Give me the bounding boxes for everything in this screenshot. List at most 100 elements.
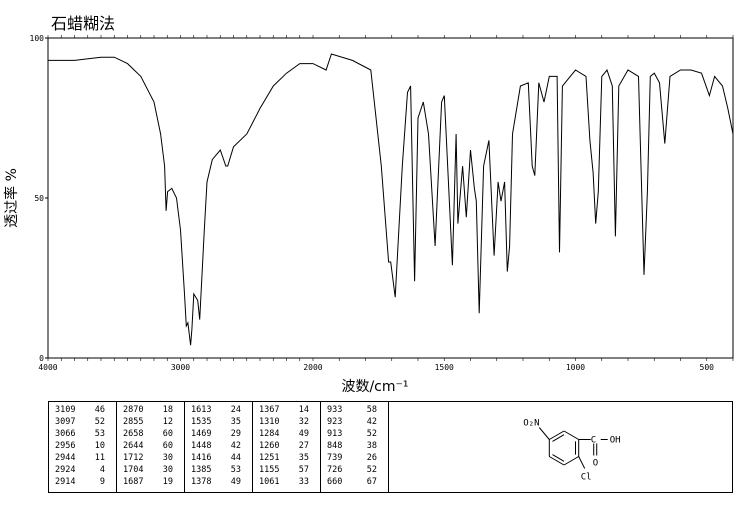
peak-transmittance: 49 <box>230 477 241 487</box>
peak-transmittance: 53 <box>230 465 241 475</box>
x-tick-label: 2000 <box>303 363 322 372</box>
peak-wavenumber: 1687 <box>123 477 144 487</box>
peak-column: 2870 18 2855 12 2658 60 2644 60 1712 30 1704 30 1687… <box>117 402 185 492</box>
peak-wavenumber: 2944 <box>55 453 76 463</box>
x-axis-ticks: 4000 3000 2000 1500 1000 500 <box>38 363 714 372</box>
peak-wavenumber: 2924 <box>55 465 76 475</box>
ring-bond <box>549 456 565 466</box>
peak-wavenumber: 660 <box>327 477 343 487</box>
x-tick-label: 1500 <box>435 363 454 372</box>
peak-wavenumber: 1251 <box>259 453 280 463</box>
carbonyl-oxygen-label: O <box>593 459 598 469</box>
peak-transmittance: 26 <box>366 453 377 463</box>
peak-transmittance: 35 <box>298 453 309 463</box>
peak-transmittance: 35 <box>230 417 241 427</box>
peak-wavenumber: 3066 <box>55 429 76 439</box>
spectrum-line <box>48 53 734 346</box>
peak-wavenumber: 1704 <box>123 465 144 475</box>
peak-wavenumber: 2956 <box>55 441 76 451</box>
peak-column: 1367 14 1310 32 1284 49 1260 27 1251 35 1155 57 1061… <box>253 402 321 492</box>
peak-transmittance: 33 <box>298 477 309 487</box>
peak-wavenumber: 933 <box>327 405 343 415</box>
peak-transmittance: 19 <box>162 477 173 487</box>
peak-transmittance: 18 <box>162 405 173 415</box>
peak-transmittance: 24 <box>230 405 241 415</box>
peak-wavenumber: 1469 <box>191 429 212 439</box>
peak-wavenumber: 1385 <box>191 465 212 475</box>
peak-transmittance: 42 <box>366 417 377 427</box>
peak-transmittance: 11 <box>94 453 105 463</box>
peak-transmittance: 27 <box>298 441 309 451</box>
peak-transmittance: 30 <box>162 453 173 463</box>
ring-bond <box>563 430 579 440</box>
peak-transmittance: 60 <box>162 429 173 439</box>
peak-wavenumber: 1284 <box>259 429 280 439</box>
peak-wavenumber: 1061 <box>259 477 280 487</box>
chloro-label: Cl <box>581 473 592 483</box>
chloro-bond <box>578 456 586 469</box>
peak-wavenumber: 739 <box>327 453 343 463</box>
y-axis-title: 透过率 % <box>3 168 20 228</box>
y-axis-ticks: 100 50 0 <box>30 34 48 363</box>
peak-transmittance: 42 <box>230 441 241 451</box>
peak-transmittance: 10 <box>94 441 105 451</box>
peak-wavenumber: 2644 <box>123 441 144 451</box>
nitro-bond <box>538 427 550 440</box>
peak-wavenumber: 1378 <box>191 477 212 487</box>
peak-wavenumber: 848 <box>327 441 343 451</box>
peak-wavenumber: 3109 <box>55 405 76 415</box>
x-tick-label: 4000 <box>38 363 57 372</box>
plot-border <box>47 37 734 359</box>
peak-column: 933 58 923 42 913 52 848 38 739 26 726 52 660 67 <box>321 402 389 492</box>
x-tick-label: 3000 <box>171 363 190 372</box>
peak-wavenumber: 2914 <box>55 477 76 487</box>
peak-transmittance: 32 <box>298 417 309 427</box>
molecule-structure: O₂N C OH OCl <box>523 419 621 483</box>
peak-transmittance: 49 <box>298 429 309 439</box>
peak-wavenumber: 1310 <box>259 417 280 427</box>
peak-transmittance: 67 <box>366 477 377 487</box>
peak-transmittance: 52 <box>94 417 105 427</box>
ring-bond <box>563 456 579 466</box>
peak-wavenumber: 1712 <box>123 453 144 463</box>
peak-wavenumber: 2658 <box>123 429 144 439</box>
peak-wavenumber: 1260 <box>259 441 280 451</box>
peak-transmittance: 30 <box>162 465 173 475</box>
peak-wavenumber: 1613 <box>191 405 212 415</box>
peak-wavenumber: 1155 <box>259 465 280 475</box>
carboxyl-carbon-label: C <box>591 436 596 446</box>
x-tick-label: 1000 <box>566 363 585 372</box>
ring-bond <box>549 430 565 440</box>
peak-transmittance: 4 <box>99 465 105 475</box>
peak-wavenumber: 913 <box>327 429 343 439</box>
peak-wavenumber: 1448 <box>191 441 212 451</box>
ring-double-bond <box>552 434 565 442</box>
peak-wavenumber: 1535 <box>191 417 212 427</box>
peak-transmittance: 14 <box>298 405 309 415</box>
peak-transmittance: 9 <box>99 477 105 487</box>
x-tick-label: 500 <box>700 363 715 372</box>
peak-transmittance: 53 <box>94 429 105 439</box>
peak-transmittance: 57 <box>298 465 309 475</box>
peak-wavenumber: 1416 <box>191 453 212 463</box>
peak-transmittance: 58 <box>366 405 377 415</box>
plot-frame <box>47 35 734 361</box>
method-title: 石蜡糊法 <box>51 14 116 33</box>
peak-column: 1613 24 1535 35 1469 29 1448 42 1416 44 1385 53 1378… <box>185 402 253 492</box>
y-tick-label: 50 <box>34 194 44 203</box>
peak-transmittance: 46 <box>94 405 105 415</box>
peak-transmittance: 52 <box>366 465 377 475</box>
y-tick-label: 0 <box>39 354 44 363</box>
peak-wavenumber: 2870 <box>123 405 144 415</box>
peak-wavenumber: 2855 <box>123 417 144 427</box>
nitro-group-label: O₂N <box>523 419 539 429</box>
peak-transmittance: 44 <box>230 453 241 463</box>
peak-column: 3109 46 3097 52 3066 53 2956 10 2944 11 2924 4 2914 9 <box>49 402 117 492</box>
hydroxyl-label: OH <box>610 436 621 446</box>
peak-wavenumber: 923 <box>327 417 343 427</box>
ring-double-bond <box>552 454 565 462</box>
peak-transmittance: 60 <box>162 441 173 451</box>
peak-transmittance: 52 <box>366 429 377 439</box>
peak-transmittance: 12 <box>162 417 173 427</box>
